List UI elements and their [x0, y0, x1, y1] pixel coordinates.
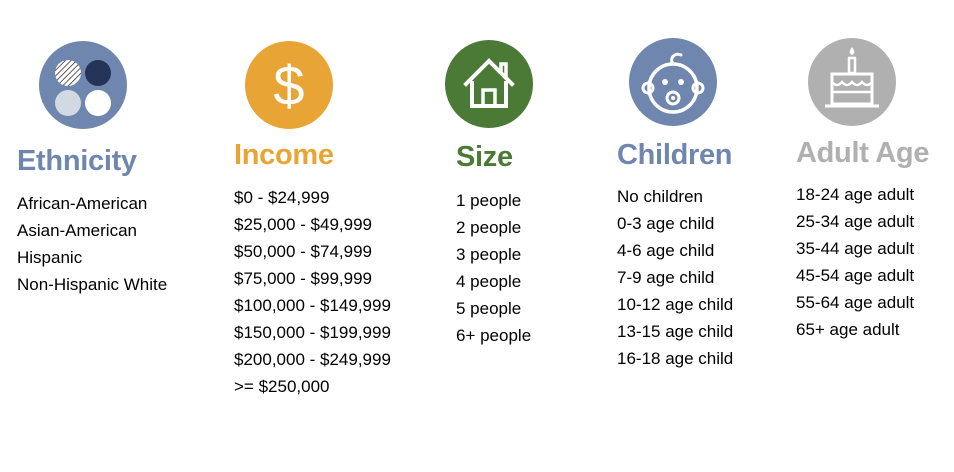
list-item: $75,000 - $99,999	[234, 269, 373, 288]
income-list: $0 - $24,999 $25,000 - $49,999 $50,000 -…	[234, 184, 391, 400]
list-item: Non-Hispanic White	[17, 275, 168, 294]
list-item: 16-18 age child	[617, 349, 734, 368]
list-item: $200,000 - $249,999	[234, 350, 391, 369]
list-item: 1 people	[456, 191, 522, 210]
list-item: No children	[617, 187, 703, 206]
list-item: Hispanic	[17, 248, 83, 267]
list-item: 13-15 age child	[617, 322, 734, 341]
list-item: 18-24 age adult	[796, 185, 915, 204]
list-item: African-American	[17, 194, 148, 213]
list-item: 65+ age adult	[796, 320, 900, 339]
ethnicity-title: Ethnicity	[17, 145, 137, 177]
adult-age-list: 18-24 age adult 25-34 age adult 35-44 ag…	[796, 181, 914, 343]
list-item: 55-64 age adult	[796, 293, 915, 312]
baby-face-icon	[629, 38, 717, 126]
list-item: 4 people	[456, 272, 522, 291]
adult-age-title: Adult Age	[796, 137, 930, 169]
list-item: $150,000 - $199,999	[234, 323, 391, 342]
dollar-icon: $	[245, 41, 333, 129]
list-item: $50,000 - $74,999	[234, 242, 373, 261]
list-item: 3 people	[456, 245, 522, 264]
birthday-cake-icon	[808, 38, 896, 126]
list-item: 2 people	[456, 218, 522, 237]
children-title: Children	[617, 139, 733, 171]
list-item: 45-54 age adult	[796, 266, 915, 285]
list-item: 4-6 age child	[617, 241, 715, 260]
circles-icon	[39, 41, 127, 129]
list-item: 10-12 age child	[617, 295, 734, 314]
list-item: >= $250,000	[234, 377, 330, 396]
list-item: 25-34 age adult	[796, 212, 915, 231]
house-icon	[445, 40, 533, 128]
children-list: No children 0-3 age child 4-6 age child …	[617, 183, 733, 372]
svg-text:$: $	[273, 54, 304, 117]
list-item: $0 - $24,999	[234, 188, 330, 207]
list-item: 0-3 age child	[617, 214, 715, 233]
income-title: Income	[234, 139, 334, 171]
list-item: $100,000 - $149,999	[234, 296, 391, 315]
size-list: 1 people 2 people 3 people 4 people 5 pe…	[456, 187, 531, 349]
ethnicity-list: African-American Asian-American Hispanic…	[17, 190, 167, 298]
list-item: $25,000 - $49,999	[234, 215, 373, 234]
list-item: 5 people	[456, 299, 522, 318]
list-item: 7-9 age child	[617, 268, 715, 287]
list-item: 35-44 age adult	[796, 239, 915, 258]
list-item: 6+ people	[456, 326, 532, 345]
list-item: Asian-American	[17, 221, 137, 240]
size-title: Size	[456, 141, 513, 173]
